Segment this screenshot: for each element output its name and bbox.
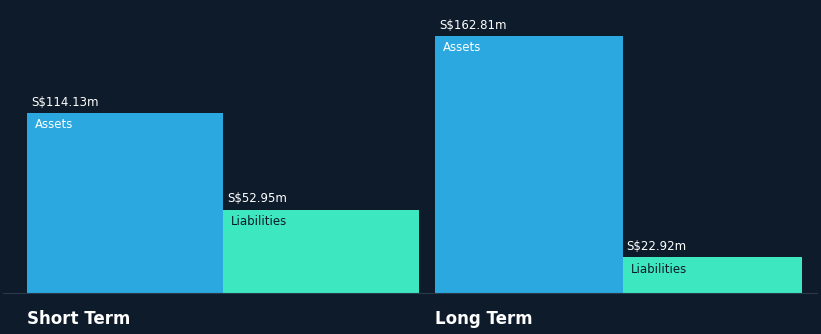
Text: Short Term: Short Term <box>27 310 131 328</box>
Text: Liabilities: Liabilities <box>231 215 287 228</box>
Text: Assets: Assets <box>443 41 481 54</box>
FancyBboxPatch shape <box>223 209 419 293</box>
Text: Assets: Assets <box>35 118 74 131</box>
Text: S$114.13m: S$114.13m <box>31 96 99 109</box>
FancyBboxPatch shape <box>435 36 622 293</box>
Text: S$162.81m: S$162.81m <box>439 19 507 32</box>
FancyBboxPatch shape <box>27 113 223 293</box>
Text: S$52.95m: S$52.95m <box>227 192 287 205</box>
Text: S$22.92m: S$22.92m <box>626 240 686 253</box>
Text: Liabilities: Liabilities <box>631 263 687 276</box>
FancyBboxPatch shape <box>622 257 802 293</box>
Text: Long Term: Long Term <box>435 310 533 328</box>
